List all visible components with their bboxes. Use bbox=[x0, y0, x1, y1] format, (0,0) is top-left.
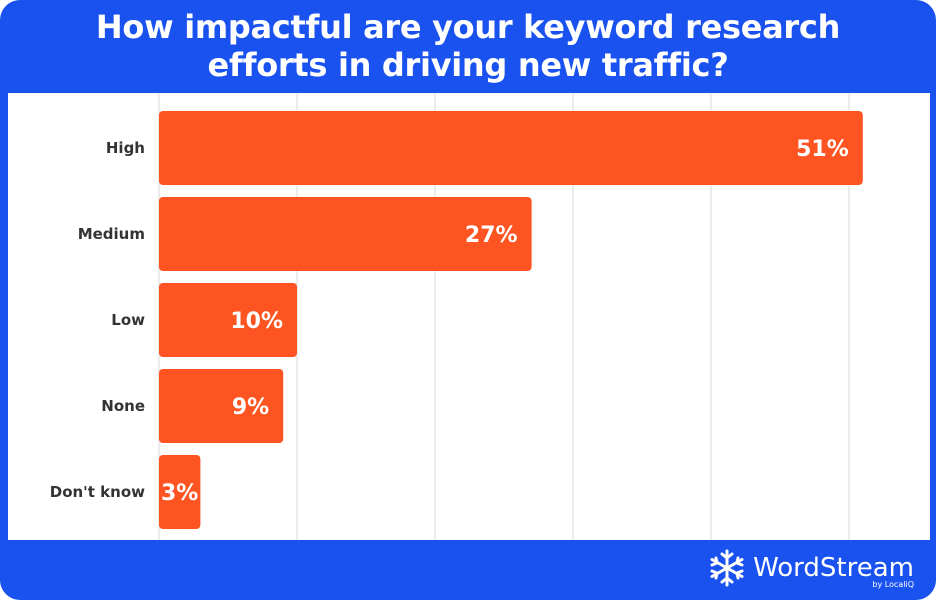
chart-title-line-1: How impactful are your keyword research bbox=[95, 8, 841, 46]
value-label: 3% bbox=[161, 481, 198, 506]
value-label: 10% bbox=[230, 309, 283, 334]
category-label: Don't know bbox=[50, 483, 145, 501]
brand-name: WordStream bbox=[753, 553, 914, 583]
bar-chart: High 51% Medium 27% Low 10% None 9% Don't know 3% bbox=[50, 93, 863, 540]
chart-panel: High 51% Medium 27% Low 10% None 9% Don't know 3% bbox=[8, 93, 930, 540]
bar-don-t-know bbox=[159, 455, 201, 529]
category-label: Medium bbox=[78, 225, 145, 243]
value-label: 27% bbox=[465, 223, 518, 248]
category-label: None bbox=[101, 397, 145, 415]
value-label: 51% bbox=[796, 137, 849, 162]
bar-none bbox=[159, 369, 284, 443]
snowflake-logo-icon bbox=[710, 549, 744, 587]
chart-title-line-2: efforts in driving new traffic? bbox=[207, 46, 729, 84]
brand-subtitle: by LocaliQ bbox=[872, 580, 914, 589]
brand-logo: WordStream by LocaliQ bbox=[707, 548, 914, 589]
value-label: 9% bbox=[232, 395, 269, 420]
category-label: High bbox=[106, 139, 145, 157]
bar-low bbox=[159, 283, 297, 357]
bar-high bbox=[159, 111, 863, 185]
chart-title: How impactful are your keyword research … bbox=[0, 8, 936, 84]
bar-medium bbox=[159, 197, 532, 271]
category-label: Low bbox=[111, 311, 145, 329]
